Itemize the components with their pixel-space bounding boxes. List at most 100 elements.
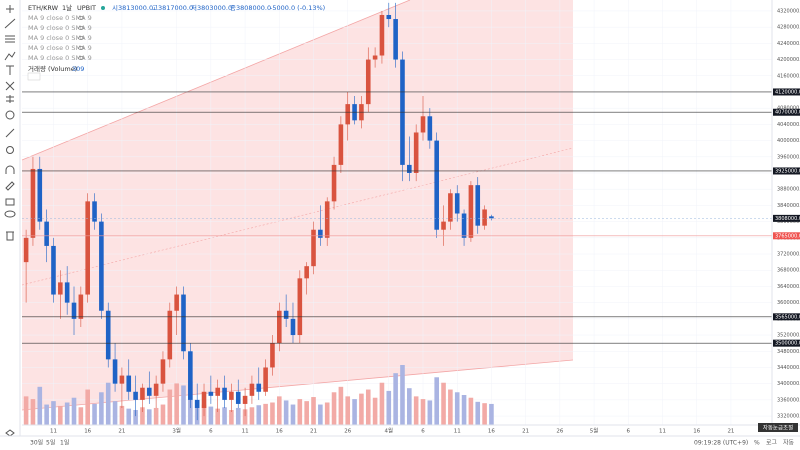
candle-body <box>242 395 248 404</box>
layers-tool[interactable] <box>5 429 15 437</box>
visibility-toggle[interactable] <box>78 56 84 60</box>
volume-bar <box>229 410 234 425</box>
volume-bar <box>338 386 344 425</box>
volume-bar <box>276 396 282 425</box>
x-tick-label: 16 <box>276 429 283 435</box>
y-tick-label: 4240000.0 <box>777 41 800 47</box>
volume-bar <box>126 408 132 425</box>
y-tick-label: 4320000.0 <box>777 8 800 14</box>
volume-bar <box>413 396 419 425</box>
lock-tool[interactable] <box>5 198 15 206</box>
y-tick-label: 4280000.0 <box>777 25 800 31</box>
price-line-tag <box>773 88 800 96</box>
volume-bar <box>318 404 323 425</box>
candle-body <box>78 294 84 319</box>
volume-bar <box>235 407 241 425</box>
candle-body <box>311 229 316 267</box>
hide-tool[interactable] <box>4 210 16 218</box>
candle-body <box>345 104 351 125</box>
volume-bar <box>64 402 70 425</box>
volume-bar <box>140 407 145 425</box>
y-tick-label: 4160000.0 <box>777 73 800 79</box>
volume-bar <box>23 396 29 425</box>
candle-body <box>297 278 303 336</box>
visibility-toggle[interactable] <box>78 26 84 30</box>
delete-tool[interactable] <box>6 231 14 241</box>
candle-body <box>420 116 426 133</box>
candle-body <box>475 185 481 226</box>
volume-bar <box>133 410 138 425</box>
volume-bar <box>331 392 337 425</box>
indicators: MA 9 close 0 SMA 9 MA 9 close 0 SMA 9 MA 9… <box>28 14 92 62</box>
x-tick-label: 5월 <box>590 427 599 435</box>
crosshair-tool[interactable] <box>6 5 14 13</box>
candle-body <box>160 359 166 384</box>
volume-bar <box>167 389 173 425</box>
ruler-tool[interactable] <box>5 128 15 138</box>
candle-body <box>283 310 289 319</box>
x-tick-label: 11 <box>454 429 461 435</box>
visibility-toggle[interactable] <box>78 36 84 40</box>
plot <box>22 0 772 425</box>
range-button[interactable]: 5일 <box>46 439 55 447</box>
line-tool[interactable] <box>4 18 16 29</box>
candle-body <box>85 201 90 295</box>
text-tool[interactable] <box>6 65 14 75</box>
icon-tool[interactable] <box>5 110 15 120</box>
price-line-tag <box>773 108 800 116</box>
ohlc-change: -5000.0 (-0.13%) <box>270 4 325 12</box>
volume-bar <box>256 405 262 425</box>
volume-bar <box>105 382 111 425</box>
candle-body <box>215 387 221 396</box>
percent-button[interactable]: % <box>754 440 760 447</box>
volume-bar <box>37 386 43 425</box>
fib-tool[interactable] <box>5 35 15 43</box>
projection-tool[interactable] <box>5 81 15 91</box>
volume-bar <box>441 382 446 425</box>
magnet-tool[interactable] <box>5 165 15 174</box>
visibility-toggle[interactable] <box>78 46 84 50</box>
candle-body <box>181 294 186 352</box>
volume-label: 거래량 (Volume) <box>28 64 77 73</box>
candle-body <box>304 266 309 279</box>
y-tick-label: 3400000.0 <box>777 381 800 387</box>
range-button[interactable]: 30일 <box>30 439 43 447</box>
visibility-toggle[interactable] <box>78 16 84 20</box>
candle-body <box>30 168 36 238</box>
candle-body <box>194 399 200 408</box>
zoom-tool[interactable] <box>6 146 14 154</box>
price-line-tag <box>773 313 800 321</box>
x-tick-label: 11 <box>50 429 57 435</box>
candle-body <box>365 59 371 105</box>
volume-bar <box>174 383 179 425</box>
volume-bar <box>482 403 487 425</box>
candle-body <box>92 201 97 222</box>
x-tick-label: 21 <box>310 429 317 435</box>
log-button[interactable]: 로그 <box>766 440 778 447</box>
symbol[interactable]: ETH/KRW <box>28 4 59 12</box>
ohlc-high: 고3817000.0 <box>152 4 193 12</box>
candle-body <box>468 185 474 238</box>
indicator-label: MA 9 close 0 SMA 9 <box>28 34 92 42</box>
candle-body <box>51 245 56 295</box>
price-line-label: 4070000.0 <box>775 110 800 116</box>
draw-mode-tool[interactable] <box>5 181 15 191</box>
collapse-button[interactable] <box>27 72 41 81</box>
x-tick-label: 6 <box>627 429 631 435</box>
pattern-tool[interactable] <box>4 51 16 61</box>
auto-button[interactable]: 자동 <box>783 439 795 447</box>
measure-tool[interactable] <box>6 95 14 103</box>
interval: 1날 <box>62 3 72 12</box>
volume-bar <box>181 385 186 425</box>
volume-bar <box>489 403 494 425</box>
volume-bar <box>153 407 159 425</box>
volume-bar <box>448 389 453 425</box>
price-line-label: 3500000.0 <box>775 341 800 347</box>
candle-body <box>482 209 487 226</box>
range-button[interactable]: 1일 <box>60 439 69 447</box>
candle-body <box>235 391 241 404</box>
candle-body <box>58 282 63 295</box>
candle-body <box>372 55 378 60</box>
volume-bar <box>263 403 268 425</box>
volume-bar <box>420 399 426 425</box>
